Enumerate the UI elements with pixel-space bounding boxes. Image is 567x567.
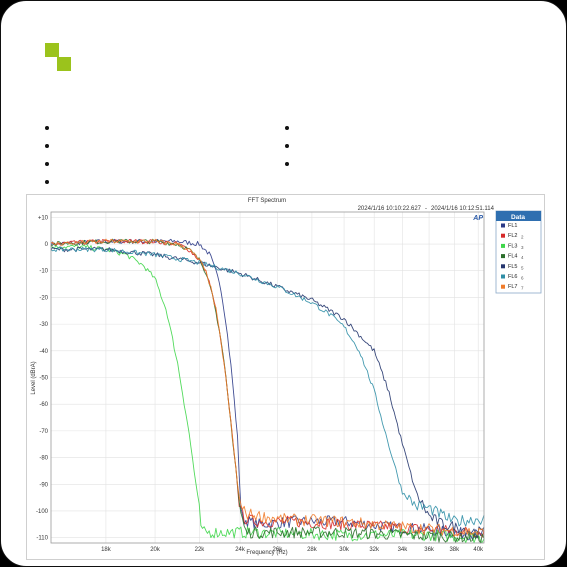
series-line-fl2 [50,238,485,538]
y-tick-label: -100 [36,509,49,515]
legend-title: Data [511,214,525,221]
legend-suffix: 4 [521,255,524,260]
x-tick-label: 34k [398,547,409,553]
bullet-icon [285,144,289,148]
x-axis-label: Frequency (Hz) [246,550,287,556]
timestamp-separator: - [425,206,427,212]
logo-icon [41,43,73,73]
plot-area [50,238,485,544]
plot-frame [50,211,485,544]
bullet-icon [45,180,49,184]
y-tick-label: 0 [45,242,49,248]
x-tick-label: 20k [150,547,161,553]
x-tick-label: 24k [235,547,246,553]
timestamp-right: 2024/1/16 10:12:51.114 [431,206,495,212]
legend-label: FL7 [508,284,517,290]
legend-swatch [501,243,505,248]
x-tick-label: 26k [273,547,284,553]
legend-label: FL4 [508,254,517,260]
legend-label: FL2 [508,233,517,239]
legend-swatch [501,254,505,259]
bullet-icon [45,162,49,166]
y-tick-label: -60 [39,402,48,408]
timestamp-left: 2024/1/16 10:10:22.627 [358,206,422,212]
x-tick-label: 32k [369,547,380,553]
x-tick-label: 18k [101,547,112,553]
legend-items: FL1 FL2 2 FL3 3 FL4 4 FL5 5 FL6 6 FL7 7 [501,223,524,291]
y-tick-label: -50 [39,376,48,382]
legend-label: FL3 [508,243,517,249]
legend-swatch [501,284,505,289]
y-axis-label: Level (dBrA) [31,361,37,394]
bullet-icon [285,126,289,130]
series-line-fl7 [50,238,485,537]
legend: Data FL1 FL2 2 FL3 3 FL4 4 FL5 5 FL6 6 FL7 7 [495,210,542,294]
chart-title: FFT Spectrum [248,198,286,204]
x-tick-label: 28k [307,547,318,553]
y-tick-label: +10 [38,215,49,221]
series-line-fl3 [50,244,485,544]
x-tick-label: 36k [424,547,435,553]
legend-swatch [501,233,505,238]
legend-label: FL1 [508,223,517,229]
bullet-icon [45,144,49,148]
legend-swatch [501,264,505,269]
fft-spectrum-screenshot: FFT Spectrum 2024/1/16 10:10:22.627 - 20… [26,194,545,560]
x-tick-label: 30k [339,547,350,553]
x-tick-label: 40k [473,547,484,553]
grid [51,212,484,543]
legend-box [495,210,542,294]
y-tick-label: -10 [39,269,48,275]
legend-suffix: 2 [521,235,524,240]
series-line-fl5 [50,246,485,539]
y-tick-label: -40 [39,349,48,355]
fft-spectrum-chart: FFT Spectrum 2024/1/16 10:10:22.627 - 20… [31,198,542,556]
bullet-icon [45,126,49,130]
legend-header [496,211,541,221]
y-tick-label: -90 [39,482,48,488]
y-tick-label: -80 [39,456,48,462]
legend-suffix: 3 [521,245,524,250]
x-axis: 18k 20k 22k 24k 26k 28k 30k 32k 34k 36k 38k 40k [101,547,484,553]
legend-swatch [501,274,505,279]
bullet-icon [285,162,289,166]
legend-suffix: 5 [521,265,524,270]
series-line-fl6 [50,246,485,527]
y-axis: +10 0 -10 -20 -30 -40 -50 -60 -70 -80 -90 -100 -110 [36,215,49,541]
y-tick-label: -30 [39,322,48,328]
legend-label: FL6 [508,274,517,280]
y-tick-label: -70 [39,429,48,435]
legend-suffix: 7 [521,286,524,291]
legend-label: FL5 [508,264,517,270]
legend-swatch [501,223,505,228]
x-tick-label: 38k [449,547,460,553]
y-tick-label: -110 [36,536,48,542]
x-tick-label: 22k [195,547,206,553]
ap-logo: AP [472,215,483,222]
y-tick-label: -20 [39,295,48,301]
legend-suffix: 6 [521,276,524,281]
